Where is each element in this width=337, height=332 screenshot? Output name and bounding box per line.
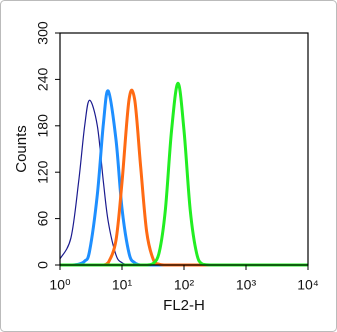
- y-tick-label: 60: [35, 211, 51, 227]
- y-tick-label: 120: [35, 160, 51, 184]
- x-tick-label: 10³: [236, 277, 257, 293]
- x-tick-label: 10⁰: [49, 277, 71, 293]
- x-tick-label: 10¹: [112, 277, 133, 293]
- x-axis-label: FL2-H: [163, 297, 205, 314]
- x-tick-label: 10²: [174, 277, 195, 293]
- y-tick-label: 180: [35, 114, 51, 138]
- y-tick-label: 0: [35, 261, 51, 269]
- y-tick-label: 300: [35, 21, 51, 45]
- y-axis-label: Counts: [13, 125, 30, 173]
- y-tick-label: 240: [35, 68, 51, 92]
- x-tick-label: 10⁴: [297, 277, 319, 293]
